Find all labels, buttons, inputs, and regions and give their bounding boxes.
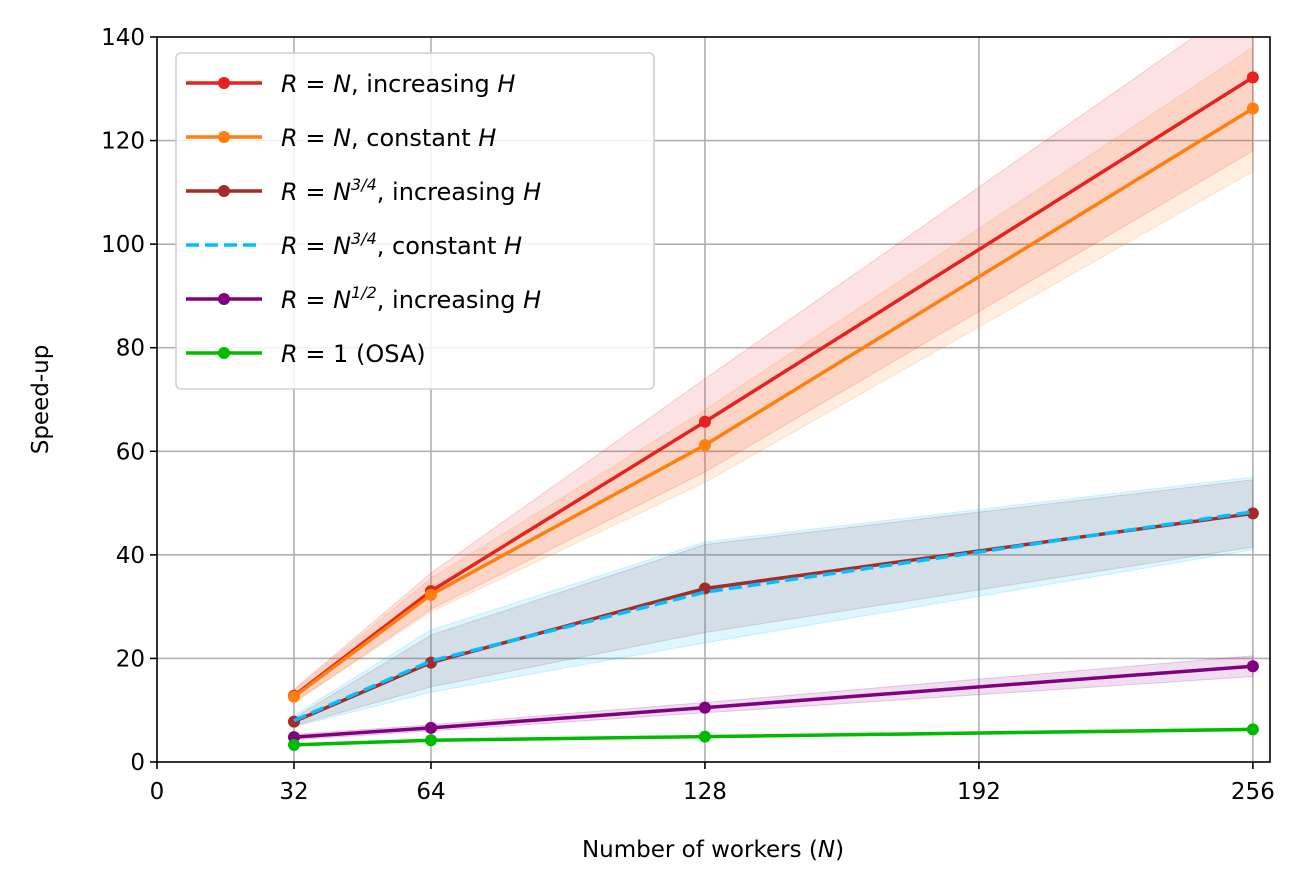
point-series-5-64 bbox=[424, 734, 437, 747]
legend-marker-0 bbox=[218, 77, 230, 89]
legend-marker-2 bbox=[218, 185, 230, 197]
legend-label-2: R = N3/4, increasing H bbox=[281, 175, 541, 206]
legend-box bbox=[175, 52, 655, 390]
legend-label-4: R = N1/2, increasing H bbox=[281, 283, 541, 314]
band-series-2 bbox=[293, 479, 1254, 727]
legend-marker-5 bbox=[218, 347, 230, 359]
y-tick-label-40: 40 bbox=[116, 543, 145, 569]
legend-marker-4 bbox=[218, 293, 230, 305]
legend-label-5: R = 1 (OSA) bbox=[281, 340, 426, 368]
line-series-1 bbox=[292, 106, 1254, 699]
x-axis-label: Number of workers (N) bbox=[582, 837, 844, 863]
x-tick-label-128: 128 bbox=[683, 779, 727, 805]
y-tick-label-0: 0 bbox=[130, 750, 145, 776]
x-tick-label-64: 64 bbox=[416, 779, 445, 805]
axis-ticks: 0 32 64 128 192 256 0 20 40 60 80 100 120 140 bbox=[101, 25, 1275, 805]
point-series-1-32 bbox=[287, 690, 300, 703]
line-series-5 bbox=[293, 727, 1253, 747]
point-series-4-128 bbox=[698, 701, 711, 714]
y-tick-label-20: 20 bbox=[116, 646, 145, 672]
y-tick-label-100: 100 bbox=[101, 232, 145, 258]
legend: R = N, increasing H R = N, constant H R = … bbox=[175, 52, 655, 390]
point-series-5-256 bbox=[1246, 723, 1259, 736]
line-series-4 bbox=[293, 664, 1254, 739]
line-series-0 bbox=[292, 75, 1254, 698]
point-series-0-256 bbox=[1246, 71, 1259, 84]
point-series-0-128 bbox=[698, 415, 711, 428]
x-tick-label-192: 192 bbox=[957, 779, 1001, 805]
y-tick-label-60: 60 bbox=[116, 439, 145, 465]
band-series-3 bbox=[293, 476, 1254, 728]
line-series-3 bbox=[293, 510, 1254, 723]
point-series-2-256 bbox=[1246, 507, 1259, 520]
point-series-1-256 bbox=[1246, 102, 1259, 115]
legend-label-0: R = N, increasing H bbox=[281, 70, 515, 98]
legend-label-1: R = N, constant H bbox=[281, 124, 496, 152]
legend-marker-1 bbox=[218, 131, 230, 143]
point-series-5-128 bbox=[698, 730, 711, 743]
band-series-0 bbox=[293, 37, 1254, 704]
point-series-4-256 bbox=[1246, 660, 1259, 673]
legend-label-3: R = N3/4, constant H bbox=[281, 229, 522, 260]
x-tick-label-0: 0 bbox=[150, 779, 165, 805]
x-tick-label-32: 32 bbox=[279, 779, 308, 805]
series-lines bbox=[287, 71, 1259, 751]
y-tick-label-140: 140 bbox=[101, 25, 145, 51]
y-tick-label-80: 80 bbox=[116, 336, 145, 362]
point-series-1-64 bbox=[424, 588, 437, 601]
point-series-5-32 bbox=[287, 738, 300, 751]
plot-frame bbox=[156, 36, 1271, 763]
x-tick-label-256: 256 bbox=[1231, 779, 1275, 805]
point-series-4-64 bbox=[424, 721, 437, 734]
point-series-1-128 bbox=[698, 439, 711, 452]
y-tick-label-120: 120 bbox=[101, 129, 145, 155]
y-axis-label: Speed-up bbox=[28, 345, 54, 455]
